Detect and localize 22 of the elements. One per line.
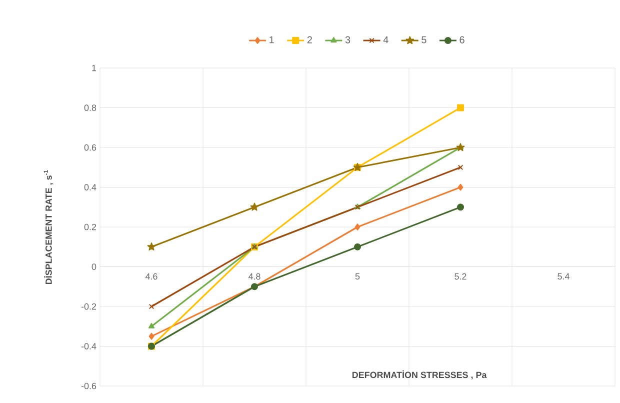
legend-label: 1 [270, 36, 274, 44]
legend-label: 4 [383, 36, 388, 44]
legend-label: 6 [460, 36, 464, 44]
x-tick-label: 4.8 [248, 273, 260, 280]
legend-label: 5 [422, 36, 426, 44]
y-tick-label: -0.2 [81, 303, 96, 310]
x-tick-label: 5 [355, 273, 360, 280]
x-tick-label: 5.4 [558, 273, 570, 280]
y-tick-label: -0.6 [81, 382, 96, 390]
y-tick-label: 0.6 [84, 144, 96, 151]
y-tick-label: 0 [92, 264, 96, 270]
y-tick-label: 0.4 [84, 184, 96, 190]
y-axis-title: DİSPLACEMENT RATE , s$^{-1}$ [44, 170, 54, 284]
legend-label: 3 [345, 36, 350, 44]
x-tick-label: 5.2 [454, 273, 466, 280]
legend-label: 2 [307, 36, 312, 44]
x-axis-title: DEFORMATİON STRESSES , Pa [352, 370, 487, 380]
y-tick-label: 0.2 [84, 224, 96, 230]
x-tick-label: 4.6 [145, 273, 158, 280]
y-tick-label: 1 [92, 64, 96, 72]
y-tick-label: -0.4 [81, 343, 96, 350]
y-tick-label: 0.8 [84, 104, 96, 111]
